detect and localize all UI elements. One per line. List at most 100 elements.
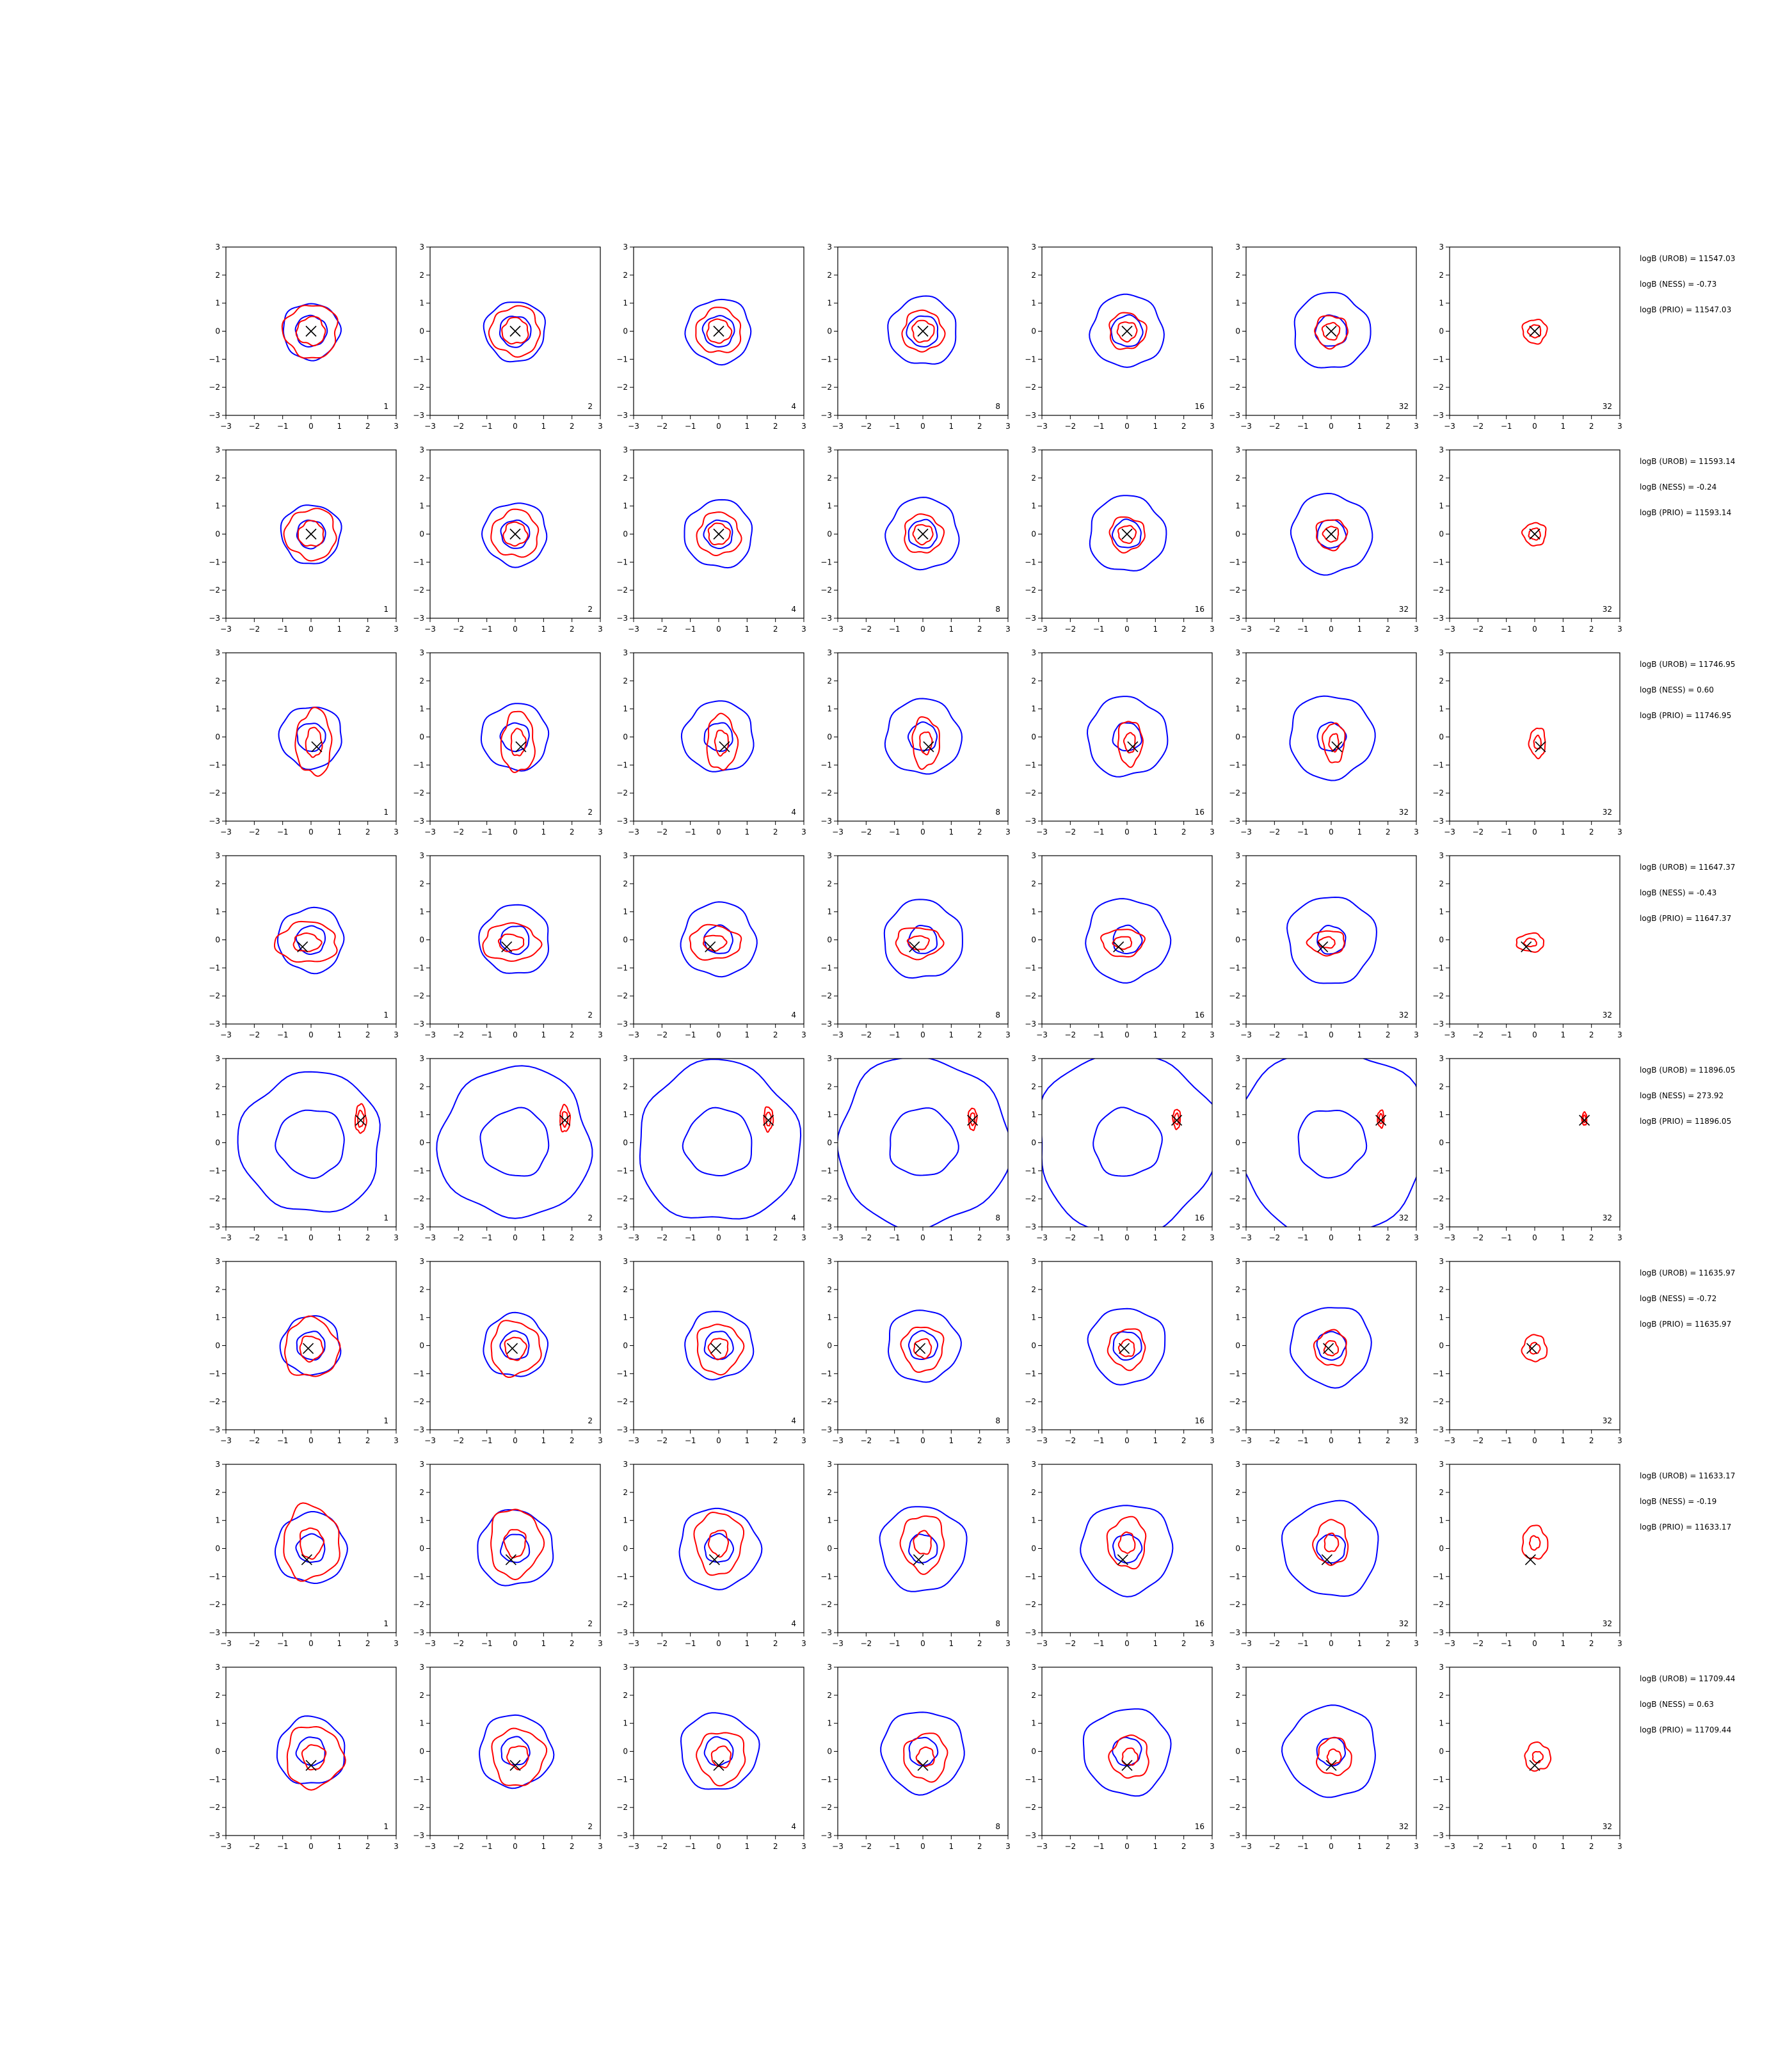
- y-tick-label: −2: [616, 383, 628, 392]
- x-tick-label: 2: [1181, 1436, 1187, 1445]
- y-tick-label: −2: [820, 1600, 832, 1609]
- y-tick-label: 0: [215, 1747, 220, 1756]
- red-contour: [1521, 522, 1547, 547]
- x-tick-label: −1: [685, 828, 696, 836]
- x-tick-label: 3: [1210, 1030, 1215, 1039]
- y-tick-label: 0: [215, 936, 220, 945]
- red-contour: [763, 1106, 774, 1133]
- y-tick-label: 0: [1031, 1747, 1036, 1756]
- panel-label: 2: [588, 1213, 593, 1222]
- x-tick-label: 3: [801, 1233, 806, 1242]
- x-tick-label: 0: [513, 1233, 518, 1242]
- panel-label: 1: [383, 1822, 388, 1831]
- x-tick-label: −1: [481, 1233, 493, 1242]
- y-tick-label: −3: [1432, 1020, 1444, 1028]
- red-contour: [501, 316, 529, 345]
- y-tick-label: 2: [827, 879, 832, 888]
- x-tick-label: −1: [685, 1233, 696, 1242]
- x-tick-label: 3: [1414, 625, 1419, 634]
- y-tick-label: −3: [820, 411, 832, 420]
- x-tick-label: −3: [220, 828, 232, 836]
- panel-label: 2: [588, 808, 593, 817]
- y-tick-label: −1: [1432, 355, 1444, 364]
- x-tick-label: −2: [248, 422, 260, 431]
- blue-contour: [838, 1059, 1008, 1227]
- y-tick-label: −1: [413, 557, 424, 566]
- marker-x: [713, 528, 724, 540]
- y-tick-label: 1: [1235, 1516, 1240, 1525]
- y-tick-label: −1: [1432, 963, 1444, 972]
- x-tick-label: −3: [1036, 1233, 1048, 1242]
- blue-contour: [1281, 1500, 1379, 1597]
- panel-r8-c7: −3 −2 −1 0 1 2 3 −3 −2 −1 0 1 2 3 32: [1432, 1663, 1622, 1851]
- x-tick-label: 2: [1386, 1030, 1391, 1039]
- y-tick-label: 2: [623, 1488, 628, 1497]
- x-tick-label: −3: [1240, 828, 1252, 836]
- panel-label: 16: [1195, 1011, 1204, 1020]
- x-tick-label: 3: [801, 1436, 806, 1445]
- y-tick-label: −2: [1432, 1397, 1444, 1406]
- x-tick-label: 1: [1357, 1639, 1363, 1648]
- panel-r6-c7: −3 −2 −1 0 1 2 3 −3 −2 −1 0 1 2 3 32: [1432, 1257, 1622, 1445]
- x-tick-label: 1: [1153, 625, 1158, 634]
- blue-contour: [880, 1711, 965, 1796]
- x-tick-label: 1: [949, 828, 954, 836]
- x-tick-label: 0: [1329, 828, 1334, 836]
- y-tick-label: 1: [827, 1110, 832, 1119]
- y-tick-label: 3: [1031, 1663, 1036, 1672]
- y-tick-label: 2: [623, 271, 628, 280]
- y-tick-label: 2: [827, 271, 832, 280]
- red-contour: [1117, 1338, 1135, 1357]
- x-tick-label: −3: [628, 1639, 639, 1648]
- y-tick-label: 0: [827, 1544, 832, 1553]
- marker-x: [710, 1343, 722, 1354]
- x-tick-label: 0: [1124, 625, 1130, 634]
- x-tick-label: 3: [801, 1030, 806, 1039]
- panel-label: 32: [1399, 1213, 1409, 1222]
- y-tick-label: 1: [1235, 299, 1240, 308]
- blue-contour: [887, 295, 957, 365]
- blue-contour: [499, 316, 532, 348]
- x-tick-label: 1: [1357, 1842, 1363, 1851]
- blue-contour: [278, 707, 342, 771]
- y-tick-label: −2: [1229, 586, 1240, 595]
- x-tick-label: −3: [1240, 1436, 1252, 1445]
- x-tick-label: 2: [1386, 422, 1391, 431]
- blue-contour: [1112, 924, 1143, 954]
- x-tick-label: −1: [889, 625, 900, 634]
- blue-contour: [703, 1736, 734, 1766]
- y-tick-label: −1: [820, 963, 832, 972]
- x-tick-label: 2: [977, 1233, 982, 1242]
- y-tick-label: 0: [1439, 733, 1444, 742]
- panel-r6-c5: −3 −2 −1 0 1 2 3 −3 −2 −1 0 1 2 3 16: [1025, 1257, 1215, 1445]
- panel-r4-c6: −3 −2 −1 0 1 2 3 −3 −2 −1 0 1 2 3 32: [1229, 851, 1419, 1039]
- x-tick-label: 1: [1561, 1436, 1566, 1445]
- blue-contour: [1080, 1505, 1174, 1597]
- y-tick-label: 2: [1439, 474, 1444, 483]
- panel-r3-c4: −3 −2 −1 0 1 2 3 −3 −2 −1 0 1 2 3 8: [820, 648, 1011, 836]
- y-tick-label: 1: [827, 502, 832, 511]
- y-tick-label: 0: [827, 327, 832, 336]
- x-tick-label: 3: [394, 828, 399, 836]
- red-contour: [488, 305, 541, 358]
- x-tick-label: −1: [1093, 828, 1105, 836]
- y-tick-label: −3: [1229, 1020, 1240, 1028]
- y-tick-label: −1: [413, 1775, 424, 1784]
- y-tick-label: 1: [1439, 1719, 1444, 1728]
- x-tick-label: −3: [832, 1436, 844, 1445]
- x-tick-label: −3: [424, 828, 436, 836]
- x-tick-label: 3: [394, 1030, 399, 1039]
- blue-contour: [883, 899, 963, 979]
- x-tick-label: −1: [889, 1436, 900, 1445]
- x-tick-label: −1: [889, 1842, 900, 1851]
- y-tick-label: 1: [827, 705, 832, 714]
- marker-x: [297, 941, 308, 953]
- blue-contour: [499, 1533, 531, 1564]
- blue-contour: [1281, 1704, 1376, 1798]
- y-tick-label: 2: [215, 271, 220, 280]
- y-tick-label: −2: [616, 991, 628, 1000]
- x-tick-label: −2: [452, 1639, 464, 1648]
- panel-label: 1: [383, 1416, 388, 1425]
- y-tick-label: 3: [1235, 1054, 1240, 1063]
- y-tick-label: −1: [1025, 963, 1036, 972]
